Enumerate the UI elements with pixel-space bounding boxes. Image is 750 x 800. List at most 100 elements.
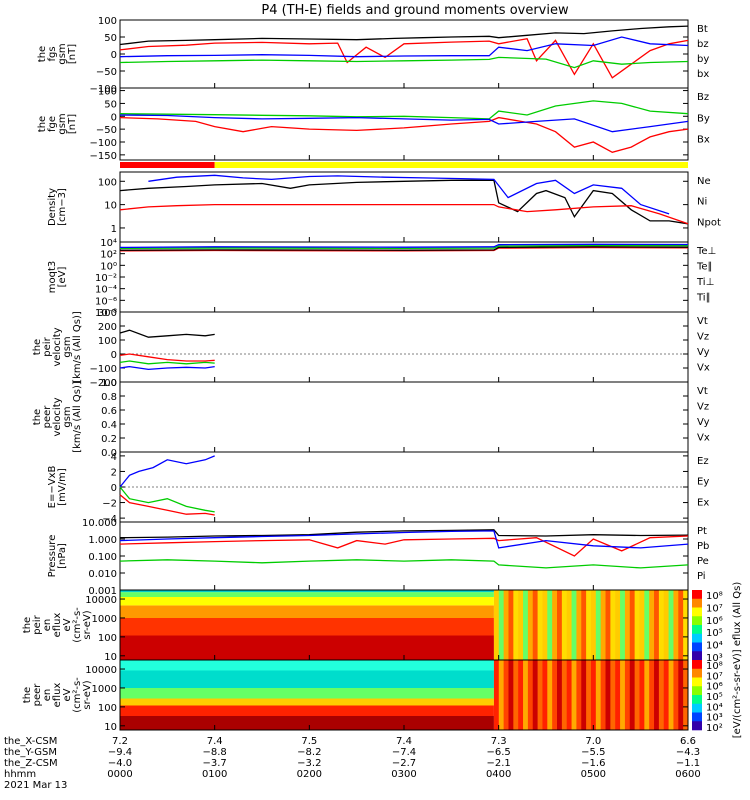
- y-axis-label: (cm²-s-: [72, 677, 83, 713]
- colorbar-tick-label: 10⁶: [706, 682, 723, 693]
- spectrogram-column: [566, 660, 573, 730]
- spectrogram-column: [683, 590, 689, 660]
- spectrogram-column: [590, 590, 597, 660]
- spectrogram-column: [615, 590, 621, 660]
- series-Pi: [119, 530, 689, 549]
- y-axis-label: eV: [62, 618, 73, 631]
- colorbar-segment: [692, 660, 702, 670]
- spectrogram-column: [605, 590, 611, 660]
- spectrogram-band: [120, 605, 494, 618]
- colorbar-tick-label: 10⁵: [706, 692, 723, 703]
- spectrogram-column: [523, 590, 529, 660]
- spectrogram-column: [537, 660, 543, 730]
- legend-entry: Ex: [697, 497, 709, 508]
- y-tick-label: 10²: [100, 250, 117, 261]
- colorbar-segment: [692, 598, 702, 608]
- series-Ez: [119, 494, 215, 516]
- y-tick-label: 2: [111, 467, 117, 478]
- spectrogram-column: [644, 590, 650, 660]
- series-bx: [119, 36, 689, 58]
- panel-frame: [119, 241, 689, 313]
- y-axis-label: peer: [42, 405, 53, 429]
- x-row-value: 6.6: [680, 736, 696, 747]
- spectrogram-column: [552, 660, 558, 730]
- y-tick-label: 0: [111, 112, 117, 123]
- x-row-value: 0300: [391, 769, 416, 780]
- spectrogram-column: [673, 660, 679, 730]
- spectrogram-column: [673, 590, 679, 660]
- y-tick-label: −100: [90, 364, 117, 375]
- y-tick-label: 200: [98, 322, 117, 333]
- y-axis-label: velocity: [52, 397, 63, 436]
- series-Ex: [119, 455, 215, 488]
- y-axis-label: sr-eV): [82, 610, 93, 639]
- y-tick-label: 0.4: [101, 420, 117, 431]
- spectrogram-column: [581, 590, 587, 660]
- colorbar-segment: [692, 668, 702, 678]
- spectrogram-column: [595, 590, 602, 660]
- legend-entry: bx: [697, 69, 709, 80]
- panel-density: 100 10 1 Density [cm−3] Ne Ni Npot: [47, 171, 721, 243]
- y-tick-label: 0.100: [88, 552, 117, 563]
- y-tick-label: 0: [111, 350, 117, 361]
- spectrogram-column: [668, 590, 674, 660]
- y-tick-label: 0.8: [101, 392, 117, 403]
- colorbar-tick-label: 10⁵: [706, 628, 723, 639]
- spectrogram-column: [518, 660, 524, 730]
- y-axis-label: velocity: [52, 327, 63, 366]
- spectrogram-column: [600, 660, 607, 730]
- colorbar-segment: [692, 633, 702, 643]
- x-row-value: −4.3: [676, 747, 700, 758]
- spectrogram-column: [678, 660, 684, 730]
- spectrogram-column: [581, 660, 587, 730]
- y-tick-label: 100: [98, 177, 117, 188]
- date-label: 2021 Mar 13: [4, 780, 67, 791]
- series-Pb: [119, 535, 689, 557]
- spectrogram-band: [120, 618, 494, 636]
- y-tick-label: 50: [104, 99, 117, 110]
- x-row-label: the_Z-CSM: [4, 758, 58, 769]
- legend-entry: Bz: [697, 92, 709, 103]
- mode-bar-segment: [120, 162, 215, 168]
- y-axis-label: [nT]: [67, 114, 78, 134]
- spectrogram-column: [513, 590, 519, 660]
- spectrogram-column: [503, 590, 509, 660]
- legend-entry: Pe: [697, 556, 709, 567]
- panel-frame: [119, 311, 689, 383]
- y-tick-label: 10⁻⁴: [95, 285, 117, 296]
- spectrogram-column: [649, 590, 655, 660]
- legend-entry: Vx: [697, 363, 710, 374]
- spectrogram-column: [503, 660, 509, 730]
- colorbar-tick-label: 10⁸: [706, 661, 723, 672]
- series-Bz: [119, 116, 689, 153]
- series-Ni: [119, 179, 689, 225]
- x-row-value: 0000: [107, 769, 132, 780]
- legend-entry: Bx: [697, 135, 710, 146]
- spectrogram-column: [586, 590, 592, 660]
- colorbar-tick-label: 10³: [706, 653, 723, 664]
- y-tick-label: 1: [111, 224, 117, 235]
- y-axis-label: the: [37, 46, 48, 62]
- spectrogram-column: [663, 660, 670, 730]
- colorbar-segment: [692, 642, 702, 652]
- x-row-value: 0600: [675, 769, 700, 780]
- spectrogram-column: [634, 660, 640, 730]
- y-tick-label: 50: [104, 33, 117, 44]
- colorbar-segment: [692, 590, 702, 600]
- y-tick-label: 1.0: [101, 378, 117, 389]
- y-axis-label: peir: [32, 614, 43, 634]
- y-tick-label: −2: [102, 499, 117, 510]
- y-axis-label: [eV]: [57, 267, 68, 288]
- x-row-value: 0200: [297, 769, 322, 780]
- y-axis-label: fge: [47, 116, 58, 132]
- spectrogram-column: [542, 590, 548, 660]
- colorbar-tick-label: 10⁷: [706, 671, 723, 682]
- spectrogram-column: [658, 590, 665, 660]
- y-axis-label: peer: [32, 683, 43, 707]
- y-tick-label: 4: [111, 452, 117, 463]
- y-tick-label: −50: [96, 125, 117, 136]
- legend-entry: Ey: [697, 477, 709, 488]
- x-row-value: −1.1: [676, 758, 700, 769]
